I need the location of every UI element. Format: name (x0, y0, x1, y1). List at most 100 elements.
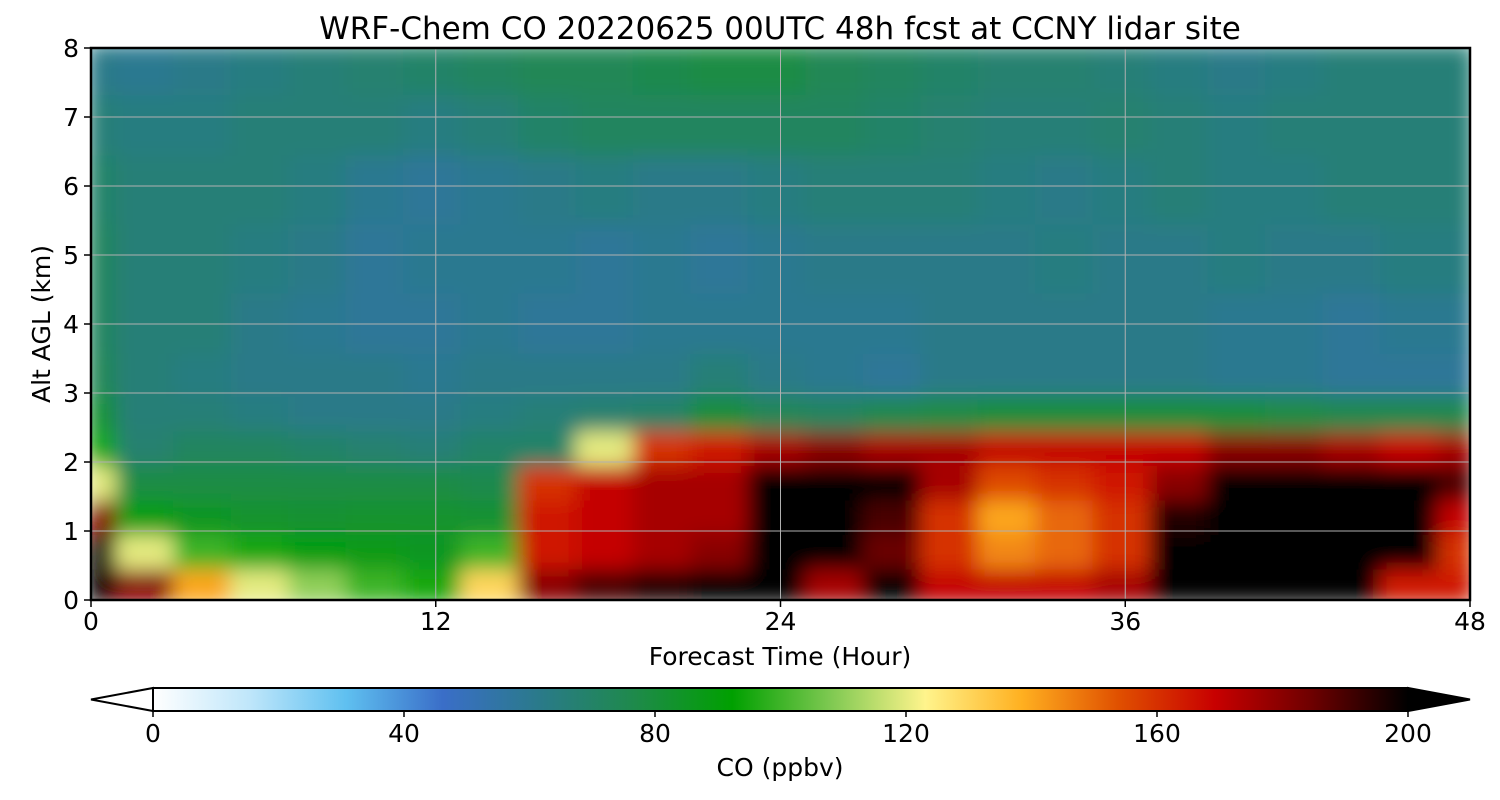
x-tick-label: 12 (420, 607, 452, 636)
heatmap-cell (115, 48, 182, 96)
colorbar-extend-low (90, 686, 154, 713)
heatmap-cell (1149, 285, 1216, 354)
heatmap-cell (690, 87, 756, 156)
heatmap-cell (805, 345, 871, 397)
colorbar-label: CO (ppbv) (717, 753, 844, 782)
heatmap-cell (920, 345, 986, 397)
heatmap-cell (517, 48, 584, 96)
heatmap-cell (1264, 345, 1331, 397)
heatmap-cell (920, 48, 986, 96)
heatmap-cell (345, 87, 412, 156)
x-tick-label: 24 (765, 607, 797, 636)
heatmap-cell (1379, 48, 1446, 96)
heatmap-cell (230, 87, 297, 156)
heatmap-cell (1437, 48, 1470, 96)
x-axis-label: Forecast Time (Hour) (649, 642, 912, 671)
heatmap-cell (977, 285, 1044, 354)
colorbar-tick-label: 80 (639, 719, 671, 748)
heatmap-cell (977, 87, 1044, 156)
y-tick-label: 6 (63, 172, 79, 201)
heatmap-cell (1264, 48, 1331, 96)
heatmap-cell (1264, 87, 1331, 156)
heatmap-cell (288, 285, 354, 354)
heatmap-cell (862, 48, 929, 96)
heatmap-cell (862, 285, 929, 354)
heatmap-cell (517, 87, 584, 156)
x-tick-label: 0 (83, 607, 99, 636)
heatmap-cell (1207, 48, 1273, 96)
heatmap-cell (977, 48, 1044, 96)
heatmap-cell (288, 87, 354, 156)
heatmap-cell (1149, 48, 1216, 96)
heatmap-cell (115, 285, 182, 354)
colorbar-tick-label: 40 (388, 719, 420, 748)
heatmap-cell (1207, 87, 1273, 156)
x-tick-label: 48 (1454, 607, 1486, 636)
y-tick-label: 1 (63, 517, 79, 546)
y-tick-label: 7 (63, 103, 79, 132)
colorbar: 0 40 80 120 160 200 (90, 686, 1471, 748)
heatmap-cell (1149, 345, 1216, 397)
colorbar-tick-label: 200 (1384, 719, 1432, 748)
heatmap-cell (230, 48, 297, 96)
y-tick-label: 8 (63, 34, 79, 63)
heatmap-cell (1149, 87, 1216, 156)
heatmap-cell (690, 345, 756, 397)
heatmap-cell (173, 87, 239, 156)
heatmap-cell (460, 87, 526, 156)
heatmap-cell (517, 285, 584, 354)
heatmap-cell (173, 285, 239, 354)
heatmap-cell (575, 285, 641, 354)
heatmap-cell (805, 48, 871, 96)
heatmap (91, 48, 1470, 600)
heatmap-cell (632, 285, 699, 354)
heatmap-cell (1035, 345, 1101, 397)
heatmap-cell (460, 345, 526, 397)
heatmap-cell (115, 87, 182, 156)
heatmap-cell (460, 285, 526, 354)
heatmap-cell (1035, 48, 1101, 96)
heatmap-cell (517, 345, 584, 397)
y-tick-label: 2 (63, 448, 79, 477)
heatmap-cell (575, 87, 641, 156)
heatmap-cell (230, 345, 297, 397)
heatmap-cell (632, 87, 699, 156)
heatmap-cell (632, 48, 699, 96)
heatmap-cell (1379, 87, 1446, 156)
heatmap-cell (1207, 345, 1273, 397)
heatmap-cell (1437, 285, 1470, 354)
colorbar-body (152, 687, 1409, 712)
heatmap-cell (1035, 87, 1101, 156)
heatmap-cell (690, 48, 756, 96)
heatmap-cell (1437, 87, 1470, 156)
heatmap-cell (1322, 48, 1388, 96)
heatmap-cell (690, 285, 756, 354)
heatmap-cell (1379, 285, 1446, 354)
heatmap-cell (345, 345, 412, 397)
y-tick-label: 3 (63, 379, 79, 408)
heatmap-cell (977, 345, 1044, 397)
heatmap-cell (115, 345, 182, 397)
heatmap-cell (1035, 285, 1101, 354)
heatmap-cell (575, 345, 641, 397)
heatmap-cell (805, 285, 871, 354)
heatmap-cell (345, 48, 412, 96)
heatmap-cell (920, 285, 986, 354)
heatmap-cell (173, 48, 239, 96)
colorbar-tick-label: 120 (882, 719, 930, 748)
y-tick-label: 0 (63, 586, 79, 615)
heatmap-cell (288, 345, 354, 397)
heatmap-cell (632, 345, 699, 397)
colorbar-tick-label: 0 (145, 719, 161, 748)
heatmap-cell (345, 285, 412, 354)
heatmap-cell (460, 48, 526, 96)
heatmap-cell (1264, 285, 1331, 354)
heatmap-cell (575, 48, 641, 96)
colorbar-extend-high (1407, 686, 1471, 713)
y-tick-label: 4 (63, 310, 79, 339)
y-axis-label: Alt AGL (km) (27, 245, 56, 403)
heatmap-cell (173, 345, 239, 397)
heatmap-cell (1379, 345, 1446, 397)
heatmap-cell (1322, 285, 1388, 354)
